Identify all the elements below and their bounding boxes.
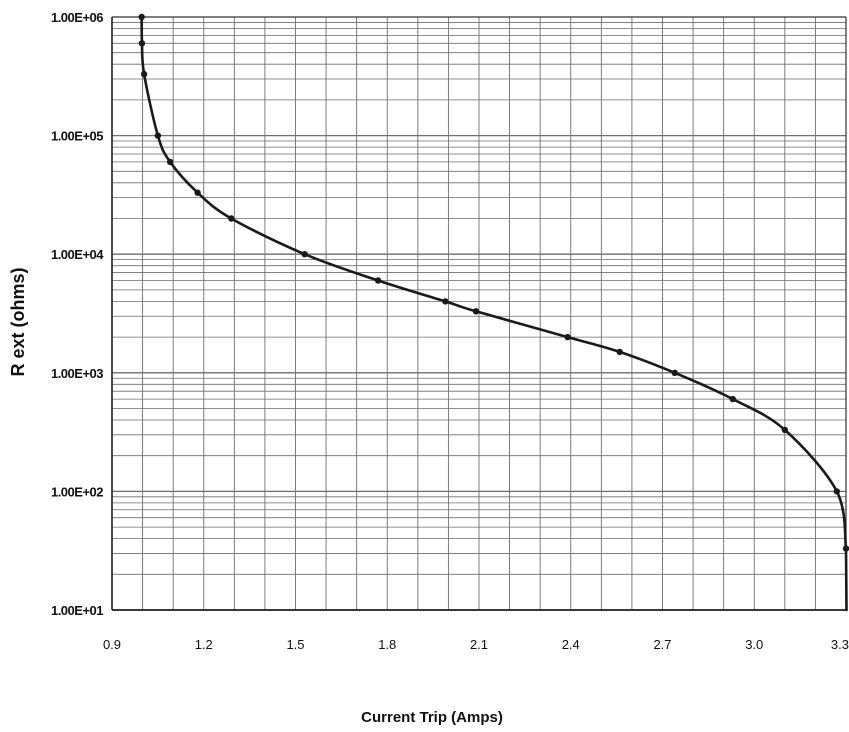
data-point — [729, 395, 737, 403]
x-tick-label: 2.7 — [653, 637, 671, 652]
x-axis-title: Current Trip (Amps) — [361, 709, 503, 726]
series — [138, 13, 849, 612]
x-tick-labels: 0.9 1.2 1.5 1.8 2.1 2.4 2.7 3.0 3.3 — [103, 637, 849, 652]
data-point — [671, 369, 678, 376]
data-point — [154, 132, 162, 139]
data-point — [138, 13, 145, 21]
data-point — [140, 70, 148, 78]
data-point — [301, 251, 308, 258]
axes — [111, 16, 847, 611]
y-tick-label: 1.00E+05 — [51, 129, 103, 144]
data-point — [833, 488, 841, 495]
y-tick-label: 1.00E+06 — [51, 10, 103, 25]
x-tick-label: 1.5 — [286, 637, 304, 652]
x-tick-label: 3.0 — [745, 637, 763, 652]
x-tick-label: 1.2 — [195, 637, 213, 652]
data-point — [616, 348, 623, 356]
data-point — [194, 189, 201, 196]
data-point — [442, 298, 449, 305]
data-point — [842, 545, 849, 552]
x-tick-label: 2.1 — [470, 637, 488, 652]
data-point — [472, 308, 480, 315]
y-tick-labels: 1.00E+01 1.00E+02 1.00E+03 1.00E+04 1.00E+05… — [51, 10, 105, 618]
data-point — [374, 277, 382, 284]
x-tick-label: 1.8 — [378, 637, 396, 652]
y-tick-label: 1.00E+02 — [51, 484, 103, 499]
y-tick-label: 1.00E+04 — [51, 247, 104, 262]
x-tick-label: 3.3 — [831, 637, 849, 652]
x-tick-label: 0.9 — [103, 637, 121, 652]
data-point — [564, 333, 571, 341]
data-point — [781, 426, 789, 434]
x-tick-label: 2.4 — [562, 637, 580, 652]
y-tick-label: 1.00E+03 — [51, 366, 103, 381]
data-point — [228, 215, 235, 222]
data-point — [166, 158, 174, 166]
y-axis-title: R ext (ohms) — [8, 267, 28, 376]
data-point — [138, 40, 146, 47]
series-line — [140, 15, 848, 612]
y-tick-label: 1.00E+01 — [51, 603, 103, 618]
